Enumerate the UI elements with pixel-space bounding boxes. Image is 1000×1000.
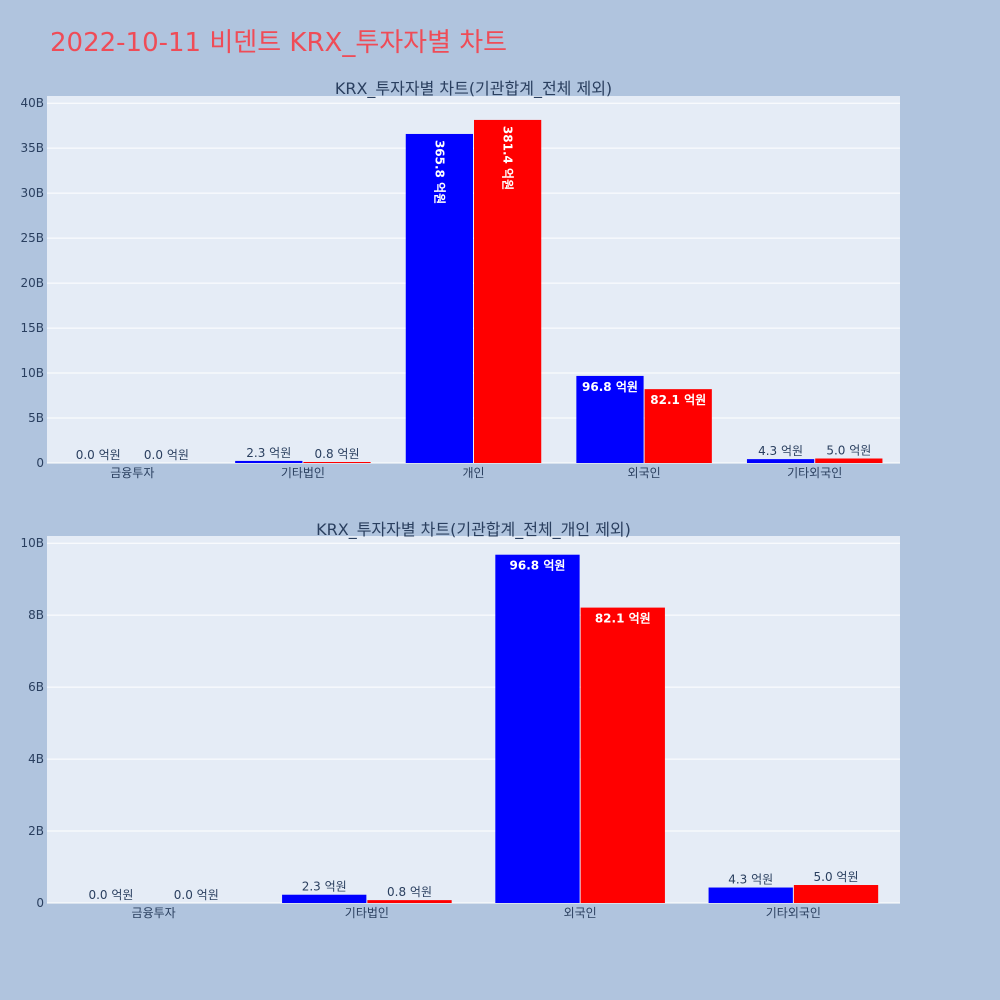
data-label: 0.0 억원: [144, 448, 189, 462]
x-tick-label: 기타외국인: [787, 466, 842, 480]
y-tick-label: 20B: [20, 276, 44, 290]
page-title: 2022-10-11 비덴트 KRX_투자자별 차트: [50, 28, 508, 58]
bar: [405, 133, 473, 463]
data-label: 82.1 억원: [650, 393, 706, 407]
x-tick-label: 기타법인: [345, 906, 389, 920]
data-label: 4.3 억원: [758, 444, 803, 458]
y-tick-label: 40B: [20, 96, 44, 110]
y-tick-label: 6B: [28, 680, 44, 694]
y-tick-label: 2B: [28, 824, 44, 838]
bar: [793, 885, 879, 903]
data-label: 2.3 억원: [246, 446, 291, 460]
bar: [708, 887, 793, 903]
y-tick-label: 35B: [20, 141, 44, 155]
y-tick-label: 0: [36, 896, 44, 910]
bar-chart-1: 0 5B 10B 15B 20B 25B 30B 35B 40B KRX_투자자별 차트(기관합계…: [20, 79, 900, 480]
y-tick-label: 10B: [20, 536, 44, 550]
x-tick-label: 개인: [462, 466, 484, 480]
data-label: 0.0 억원: [174, 888, 219, 902]
y-tick-label: 8B: [28, 608, 44, 622]
plot-area: [47, 536, 900, 903]
y-tick-label: 10B: [20, 366, 44, 380]
data-label: 96.8 억원: [510, 559, 566, 573]
data-label: 2.3 억원: [302, 880, 347, 894]
x-tick-label: 외국인: [628, 466, 661, 480]
chart-title: KRX_투자자별 차트(기관합계_전체_개인 제외): [316, 520, 631, 540]
data-label: 365.8 억원: [432, 140, 446, 204]
y-tick-label: 15B: [20, 321, 44, 335]
data-label: 0.0 억원: [88, 888, 133, 902]
y-tick-label: 30B: [20, 186, 44, 200]
bar: [644, 389, 712, 463]
x-tick-label: 기타법인: [281, 466, 325, 480]
data-label: 4.3 억원: [728, 873, 773, 887]
data-label: 381.4 억원: [501, 126, 515, 190]
bar: [367, 900, 452, 903]
bar: [580, 607, 665, 903]
x-tick-label: 외국인: [564, 906, 597, 920]
bar: [235, 460, 303, 463]
y-tick-label: 0: [36, 456, 44, 470]
bar: [474, 119, 542, 463]
data-label: 0.0 억원: [76, 448, 121, 462]
data-label: 96.8 억원: [582, 380, 638, 394]
data-label: 0.8 억원: [387, 885, 432, 899]
bar: [746, 459, 815, 463]
bar: [495, 554, 580, 903]
data-label: 0.8 억원: [315, 447, 360, 461]
x-tick-label: 기타외국인: [766, 906, 821, 920]
bar: [815, 458, 883, 463]
data-label: 5.0 억원: [814, 870, 859, 884]
chart-title: KRX_투자자별 차트(기관합계_전체 제외): [335, 79, 612, 99]
plot-area: [47, 96, 900, 463]
x-tick-label: 금융투자: [132, 906, 176, 920]
bar: [282, 894, 367, 903]
y-tick-label: 25B: [20, 231, 44, 245]
bar: [576, 375, 644, 463]
x-tick-label: 금융투자: [110, 466, 154, 480]
y-tick-label: 5B: [28, 411, 44, 425]
data-label: 5.0 억원: [826, 444, 871, 458]
y-tick-label: 4B: [28, 752, 44, 766]
data-label: 82.1 억원: [595, 612, 651, 626]
bar: [303, 462, 371, 463]
